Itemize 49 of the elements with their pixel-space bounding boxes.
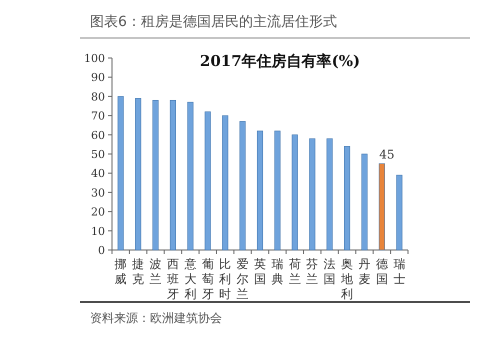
x-tick-label: 德国 <box>376 257 388 286</box>
x-tick-label: 波兰 <box>150 257 162 286</box>
bar <box>240 121 246 250</box>
bar <box>256 130 264 250</box>
x-tick-label: 葡萄牙 <box>202 257 214 301</box>
x-tick-label: 法国 <box>324 257 336 286</box>
y-tick-label: 50 <box>91 148 105 161</box>
bar <box>361 154 368 250</box>
bar <box>326 138 333 250</box>
bar <box>274 130 280 250</box>
bar <box>204 112 211 250</box>
y-tick-label: 70 <box>91 110 105 123</box>
chart-title: 2017年住房自有率(%) <box>200 52 360 70</box>
y-tick-label: 100 <box>84 52 105 65</box>
data-label: 45 <box>379 148 395 162</box>
x-tick-label: 捷克 <box>132 257 144 286</box>
y-tick-label: 80 <box>91 90 105 104</box>
x-tick-label: 爱尔兰 <box>236 257 249 301</box>
bar <box>187 102 194 250</box>
y-tick-label: 10 <box>91 224 105 238</box>
x-tick-label: 荷兰 <box>288 257 301 286</box>
y-tick-label: 0 <box>98 244 105 257</box>
x-tick-label: 芬兰 <box>306 257 318 286</box>
bar <box>118 96 124 250</box>
bar <box>292 134 298 250</box>
x-tick-label: 瑞典 <box>271 257 284 286</box>
bar <box>152 100 159 250</box>
x-tick-label: 比利时 <box>219 257 232 301</box>
y-tick-label: 40 <box>91 167 105 180</box>
x-tick-label: 丹麦 <box>358 257 370 286</box>
y-tick-label: 30 <box>91 186 105 200</box>
chart-subtitle: 图表6：租房是德国居民的主流居住形式 <box>90 14 337 30</box>
x-tick-label: 挪威 <box>114 257 127 286</box>
bar <box>396 174 402 250</box>
bar <box>344 146 350 250</box>
bar <box>135 98 142 250</box>
x-tick-label: 英国 <box>254 257 266 286</box>
y-tick-label: 20 <box>91 206 105 219</box>
x-tick-label: 意大利 <box>183 257 196 301</box>
y-tick-label: 90 <box>91 71 105 84</box>
bar <box>222 115 228 250</box>
x-tick-label: 西班牙 <box>166 257 179 301</box>
bar <box>170 100 176 250</box>
x-tick-label: 瑞士 <box>393 257 406 286</box>
text: 资料来源：欧洲建筑协会 <box>90 311 222 325</box>
bar <box>378 163 385 250</box>
x-tick-label: 奥地利 <box>340 257 354 301</box>
y-tick-label: 60 <box>91 128 105 142</box>
bar <box>309 138 316 250</box>
